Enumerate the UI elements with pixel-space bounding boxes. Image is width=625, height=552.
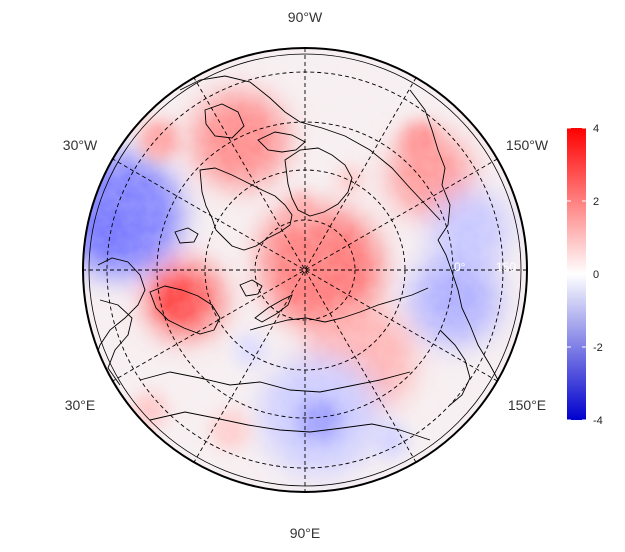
coast-canada-islands-2 — [257, 131, 306, 153]
coast-greenland — [199, 167, 293, 251]
colorbar-tick-label: -4 — [593, 415, 603, 427]
border-asia — [139, 371, 411, 393]
inner-label-150: 150 — [496, 260, 516, 274]
lon-label-90w: 90°W — [288, 9, 323, 25]
map-inner-boundary — [88, 53, 522, 487]
coast-canada-islands — [284, 147, 353, 217]
coast-chukotka — [437, 239, 499, 381]
coast-scandinavia — [149, 285, 221, 335]
border-asia-2 — [149, 411, 431, 441]
border-europe — [99, 299, 133, 386]
coast-alaska — [409, 89, 451, 241]
colorbar-gradient — [567, 128, 586, 420]
meridian-line — [112, 158, 498, 382]
coastlines — [94, 75, 499, 441]
coast-hudson — [204, 103, 245, 139]
lon-label-150e: 150°E — [508, 397, 546, 413]
colorbar: 4 2 0 -2 -4 — [567, 123, 603, 427]
lon-label-150w: 150°W — [506, 137, 549, 153]
coast-svalbard — [239, 279, 263, 297]
colorbar-tick-label: 4 — [593, 123, 599, 135]
meridian-line — [193, 77, 417, 463]
colorbar-tick-label: 2 — [593, 196, 599, 208]
colorbar-tick-label: 0 — [593, 269, 599, 281]
lon-label-30e: 30°E — [65, 397, 96, 413]
meridian-line — [112, 158, 498, 382]
map-boundary — [82, 47, 528, 493]
coast-north-america — [179, 75, 441, 221]
inner-label-0: 0° — [454, 260, 466, 274]
coast-iceland — [174, 227, 199, 244]
coast-kamchatka — [439, 329, 471, 406]
lon-label-90e: 90°E — [290, 525, 321, 541]
graticule — [83, 48, 527, 492]
coast-novaya-zemlya — [254, 294, 293, 323]
coast-europe — [94, 257, 146, 361]
meridian-line — [193, 77, 417, 463]
colorbar-tick-label: -2 — [593, 342, 603, 354]
lon-label-30w: 30°W — [63, 137, 98, 153]
